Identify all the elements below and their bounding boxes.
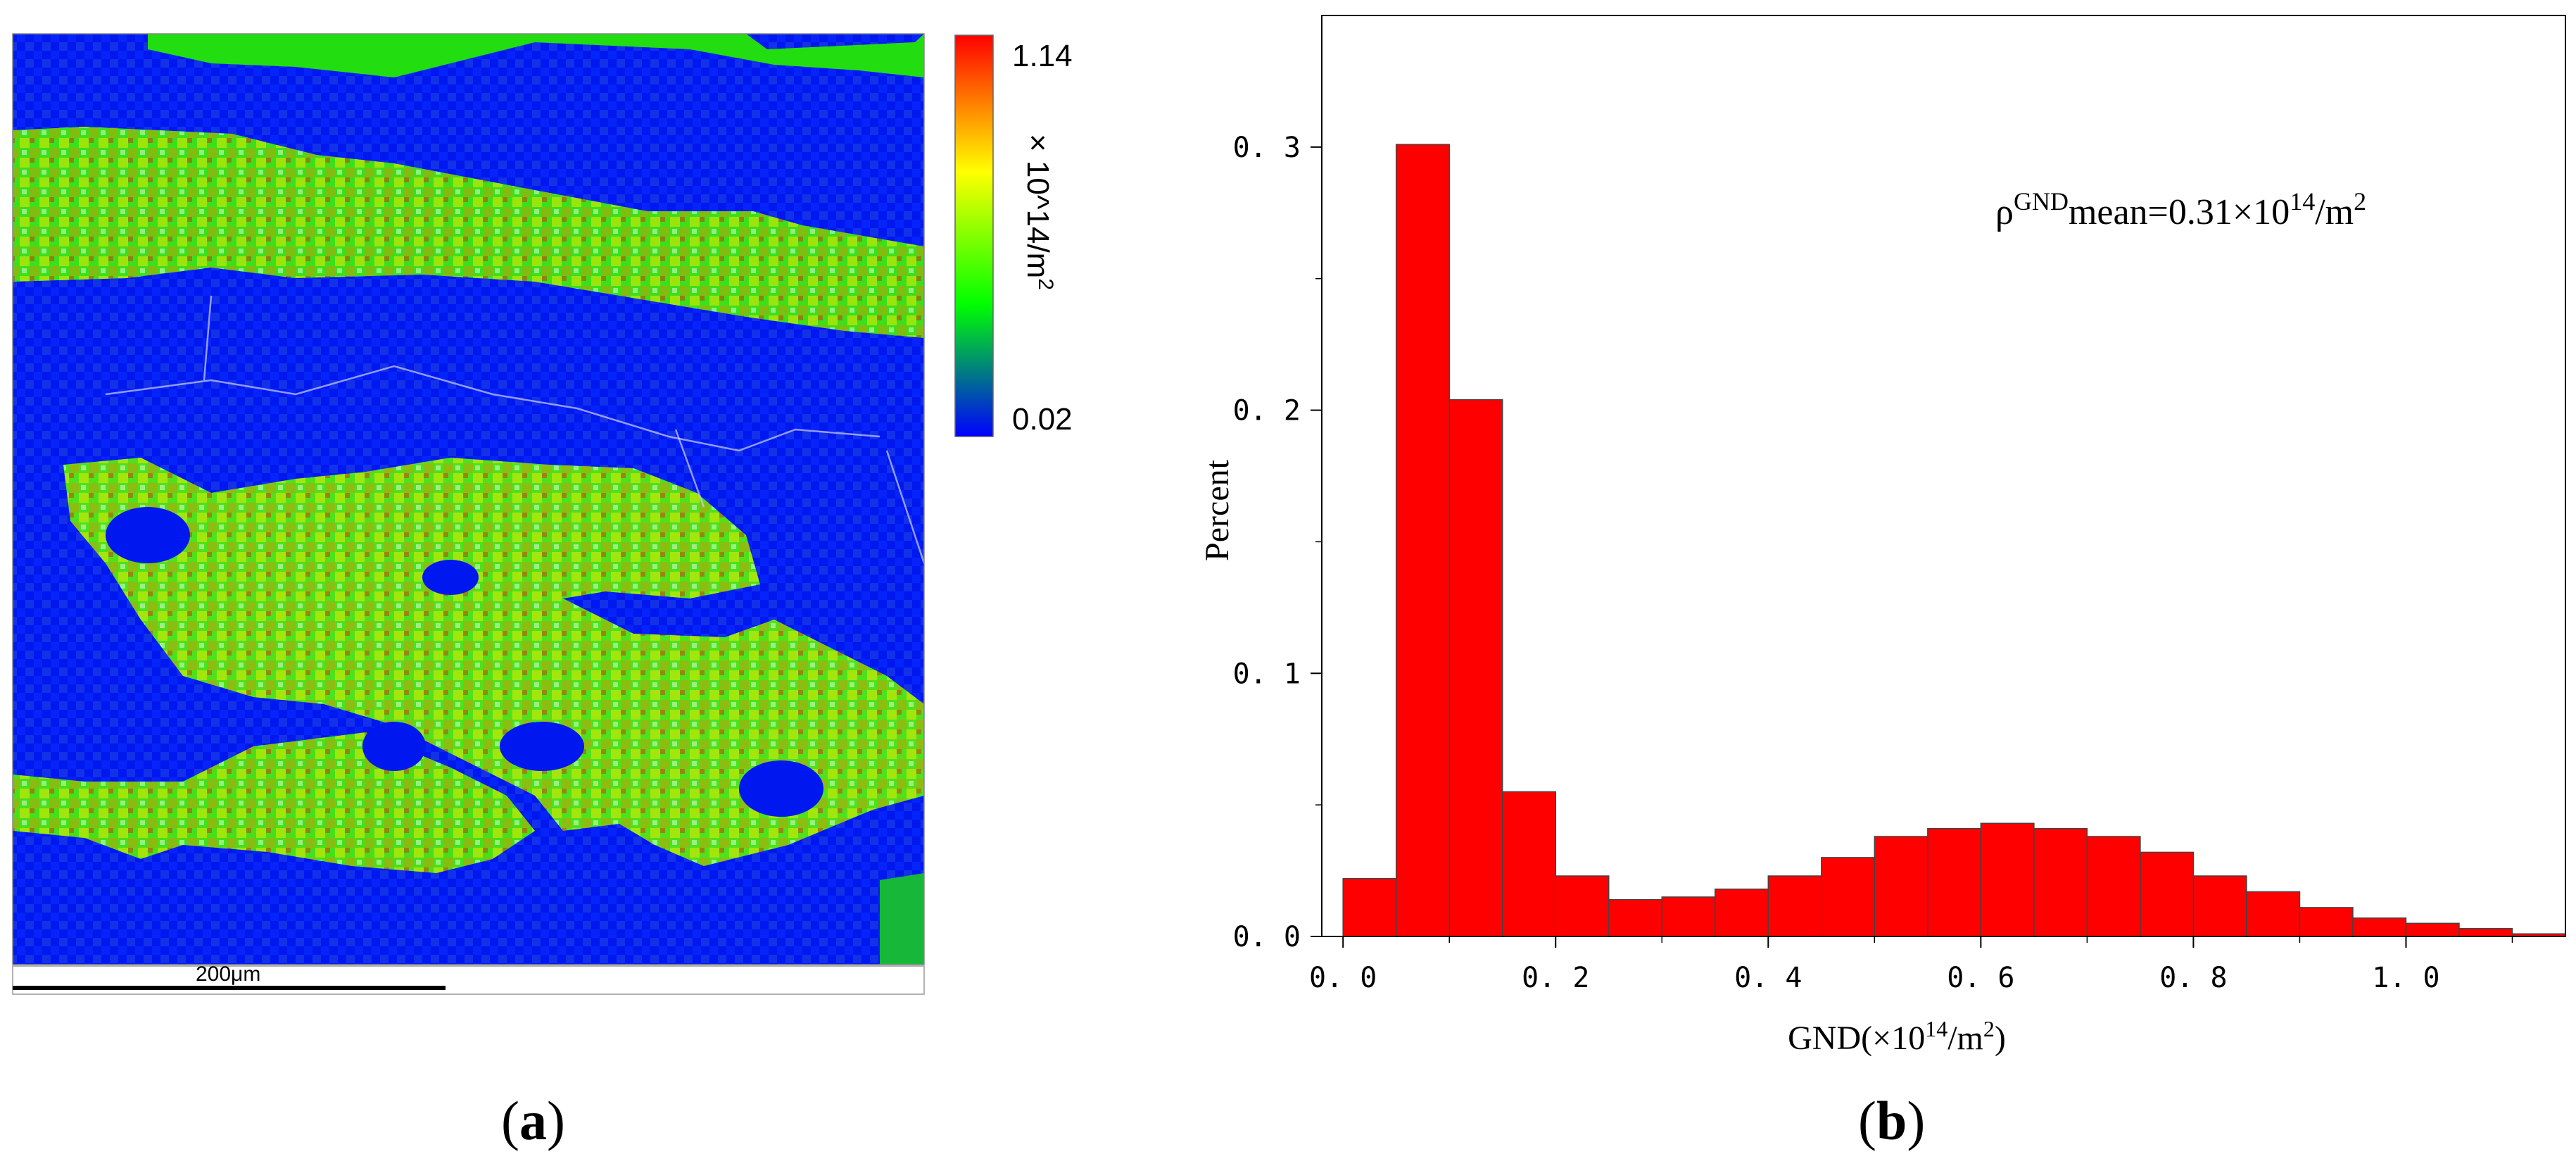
- y-tick-label: 0. 0: [1233, 921, 1301, 953]
- y-axis-label: Percent: [1199, 459, 1236, 561]
- scale-bar-label: 200μm: [196, 963, 260, 986]
- colorbar-max-label: 1.14: [1012, 39, 1073, 73]
- histogram-axes: 0. 0 0. 2 0. 4 0. 6 0. 8 1. 0 0. 0 0. 1 0. 2 0. 3: [1233, 15, 2566, 994]
- scale-bar: 200μm: [12, 963, 925, 995]
- histogram-bar: [2458, 928, 2513, 937]
- colorbar-min-label: 0.02: [1012, 402, 1073, 437]
- histogram-bar: [2033, 828, 2088, 937]
- histogram-bar: [2299, 907, 2354, 937]
- histogram-bar: [1927, 828, 1982, 937]
- y-tick-label: 0. 2: [1233, 395, 1301, 427]
- histogram-bar: [1608, 898, 1663, 937]
- histogram-bar: [1715, 888, 1769, 937]
- y-tick-label: 0. 1: [1233, 658, 1301, 690]
- histogram-bar: [1661, 896, 1716, 937]
- gnd-map-panel: 200μm 1.14 0.02 × 10^14/m2 (a): [12, 33, 1073, 1151]
- histogram-bar: [2140, 851, 2195, 937]
- plot-frame: [1321, 15, 2566, 937]
- panel-label-b: (b): [1858, 1090, 1925, 1151]
- histogram-bar: [2352, 917, 2407, 937]
- histogram-bar: [2192, 875, 2247, 937]
- x-axis-label: GND(×1014/m2): [1788, 1016, 2006, 1057]
- histogram-bar: [2405, 922, 2460, 937]
- x-tick-label: 0. 2: [1522, 962, 1589, 994]
- histogram-bar: [2246, 891, 2301, 937]
- histogram-bar: [1767, 875, 1822, 937]
- histogram-bar: [1342, 878, 1397, 937]
- histogram-bar: [1448, 399, 1503, 937]
- histogram-bar: [1821, 857, 1876, 937]
- y-tick-label: 0. 3: [1233, 132, 1301, 164]
- x-tick-label: 0. 6: [1947, 962, 2014, 994]
- x-tick-label: 0. 8: [2159, 962, 2227, 994]
- histogram-bar: [2511, 933, 2566, 937]
- panel-label-a: (a): [501, 1090, 565, 1151]
- gnd-map: [13, 34, 924, 965]
- colorbar-unit-label: × 10^14/m2: [1021, 134, 1057, 290]
- gnd-map-frame: [12, 33, 925, 965]
- x-tick-label: 1. 0: [2372, 962, 2439, 994]
- histogram-bar: [2086, 836, 2141, 937]
- colorbar: 1.14 0.02 × 10^14/m2: [954, 35, 1073, 437]
- scale-bar-line: [13, 986, 446, 990]
- mean-annotation: ρGNDmean=0.31×1014/m2: [1995, 187, 2366, 232]
- grain-boundary: [105, 365, 880, 452]
- histogram-bar: [1980, 822, 2035, 937]
- histogram-bar: [1555, 875, 1610, 937]
- histogram-bar: [1874, 836, 1928, 937]
- colorbar-gradient: [954, 35, 994, 437]
- x-tick-label: 0. 0: [1309, 962, 1377, 994]
- histogram-bar: [1501, 791, 1557, 937]
- x-tick-label: 0. 4: [1734, 962, 1802, 994]
- high-gnd-region: [148, 34, 924, 77]
- histogram-bar: [1395, 144, 1450, 937]
